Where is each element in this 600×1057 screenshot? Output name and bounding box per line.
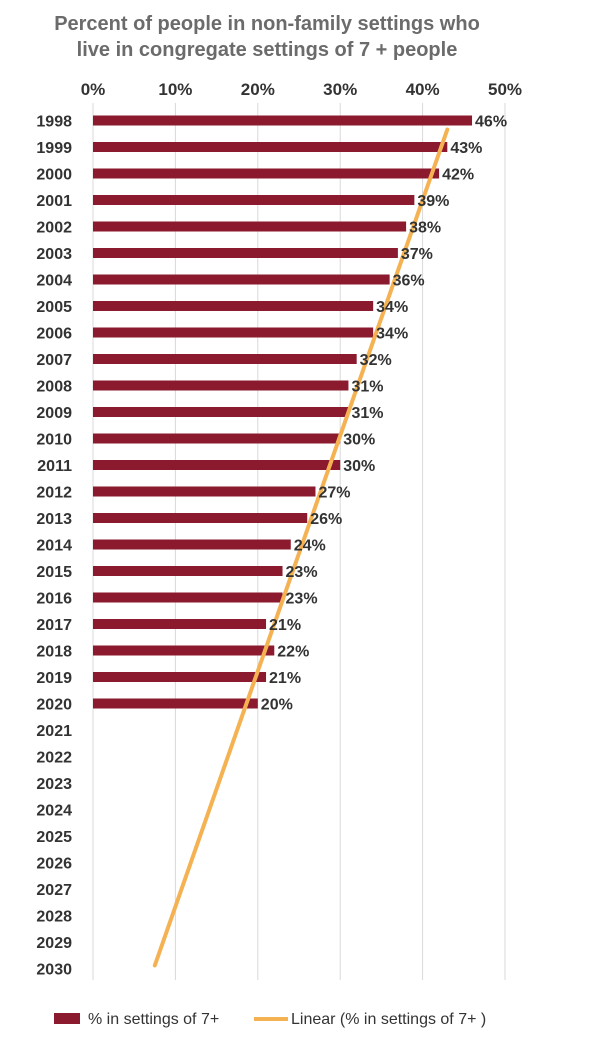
y-tick-label: 2021 (36, 723, 72, 740)
data-label: 31% (351, 379, 383, 396)
chart-title-line-2: live in congregate settings of 7 + peopl… (77, 39, 458, 61)
bar (93, 433, 341, 444)
data-label: 20% (261, 697, 293, 714)
y-tick-label: 2012 (36, 485, 72, 502)
y-axis-labels: 1998 1999 2000 2001 2002 2003 2004 2005 2006 2007… (36, 114, 72, 979)
legend-label-trendline: Linear (% in settings of 7+ ) (291, 1011, 486, 1028)
y-tick-label: 2004 (36, 273, 72, 290)
bar (93, 539, 291, 550)
data-label: 46% (475, 114, 507, 131)
y-tick-label: 2027 (36, 882, 72, 899)
y-tick-label: 2005 (36, 299, 72, 316)
bar (93, 513, 308, 523)
y-tick-label: 2022 (36, 750, 72, 767)
bar (93, 354, 357, 364)
data-label: 31% (351, 405, 383, 422)
y-tick-label: 2007 (36, 352, 72, 369)
bar (93, 195, 415, 205)
y-tick-label: 2010 (36, 432, 72, 449)
bar (93, 566, 283, 576)
bar (93, 460, 341, 470)
x-tick-label: 40% (406, 80, 440, 99)
data-label: 21% (269, 617, 301, 634)
data-label: 23% (286, 564, 318, 581)
y-tick-label: 2018 (36, 644, 72, 661)
chart-title: Percent of people in non-family settings… (54, 13, 480, 61)
bar (93, 672, 267, 682)
y-tick-label: 2023 (36, 776, 72, 793)
legend: % in settings of 7+ Linear (% in setting… (54, 1011, 486, 1028)
bar (93, 407, 349, 417)
y-tick-label: 2028 (36, 909, 72, 926)
data-label: 39% (417, 193, 449, 210)
y-tick-label: 2011 (37, 458, 72, 475)
y-tick-label: 2006 (36, 326, 72, 343)
y-tick-label: 1998 (36, 114, 72, 131)
x-axis-ticks: 0% 10% 20% 30% 40% 50% (81, 80, 522, 99)
data-label: 21% (269, 670, 301, 687)
x-tick-label: 10% (158, 80, 192, 99)
x-tick-label: 0% (81, 80, 106, 99)
data-label: 23% (286, 591, 318, 608)
data-label: 36% (393, 273, 425, 290)
data-label: 43% (450, 140, 482, 157)
trendline-group (152, 127, 450, 968)
y-tick-label: 2016 (36, 591, 72, 608)
y-tick-label: 2017 (36, 617, 72, 634)
bar-series (93, 115, 473, 709)
x-tick-label: 30% (323, 80, 357, 99)
data-label: 42% (442, 167, 474, 184)
y-tick-label: 2002 (36, 220, 72, 237)
data-label: 37% (401, 246, 433, 263)
bar (93, 115, 473, 126)
y-tick-label: 2029 (36, 935, 72, 952)
y-tick-label: 2025 (36, 829, 72, 846)
legend-swatch-bars (54, 1013, 80, 1024)
y-tick-label: 2001 (36, 193, 72, 210)
bar (93, 142, 448, 152)
bar (93, 301, 374, 311)
y-tick-label: 2020 (36, 697, 72, 714)
bar (93, 645, 275, 656)
y-tick-label: 2030 (36, 962, 72, 979)
y-tick-label: 2026 (36, 856, 72, 873)
legend-label-bars: % in settings of 7+ (88, 1011, 219, 1028)
chart-title-line-1: Percent of people in non-family settings… (54, 13, 480, 35)
data-label: 38% (409, 220, 441, 237)
bar (93, 486, 316, 497)
data-label: 30% (343, 458, 375, 475)
trendline (152, 127, 450, 968)
y-tick-label: 2000 (36, 167, 72, 184)
data-label: 27% (318, 485, 350, 502)
data-labels: 46% 43% 42% 39% 38% 37% 36% 34% 34% 32% 31% 31% 30% 3… (261, 114, 507, 714)
bar (93, 592, 283, 603)
y-tick-label: 2013 (36, 511, 72, 528)
x-tick-label: 50% (488, 80, 522, 99)
y-tick-label: 1999 (36, 140, 72, 157)
data-label: 24% (294, 538, 326, 555)
bar (93, 168, 440, 179)
bar (93, 698, 258, 709)
bar (93, 327, 374, 338)
bar (93, 274, 390, 285)
x-tick-label: 20% (241, 80, 275, 99)
y-tick-label: 2015 (36, 564, 72, 581)
bar (93, 248, 398, 258)
y-tick-label: 2008 (36, 379, 72, 396)
y-tick-label: 2019 (36, 670, 72, 687)
data-label: 30% (343, 432, 375, 449)
bar (93, 619, 267, 629)
y-tick-label: 2003 (36, 246, 72, 263)
data-label: 22% (277, 644, 309, 661)
y-tick-label: 2009 (36, 405, 72, 422)
data-label: 34% (376, 299, 408, 316)
bar (93, 221, 407, 232)
data-label: 32% (360, 352, 392, 369)
bar (93, 380, 349, 391)
data-label: 26% (310, 511, 342, 528)
y-tick-label: 2014 (36, 538, 72, 555)
y-tick-label: 2024 (36, 803, 72, 820)
data-label: 34% (376, 326, 408, 343)
